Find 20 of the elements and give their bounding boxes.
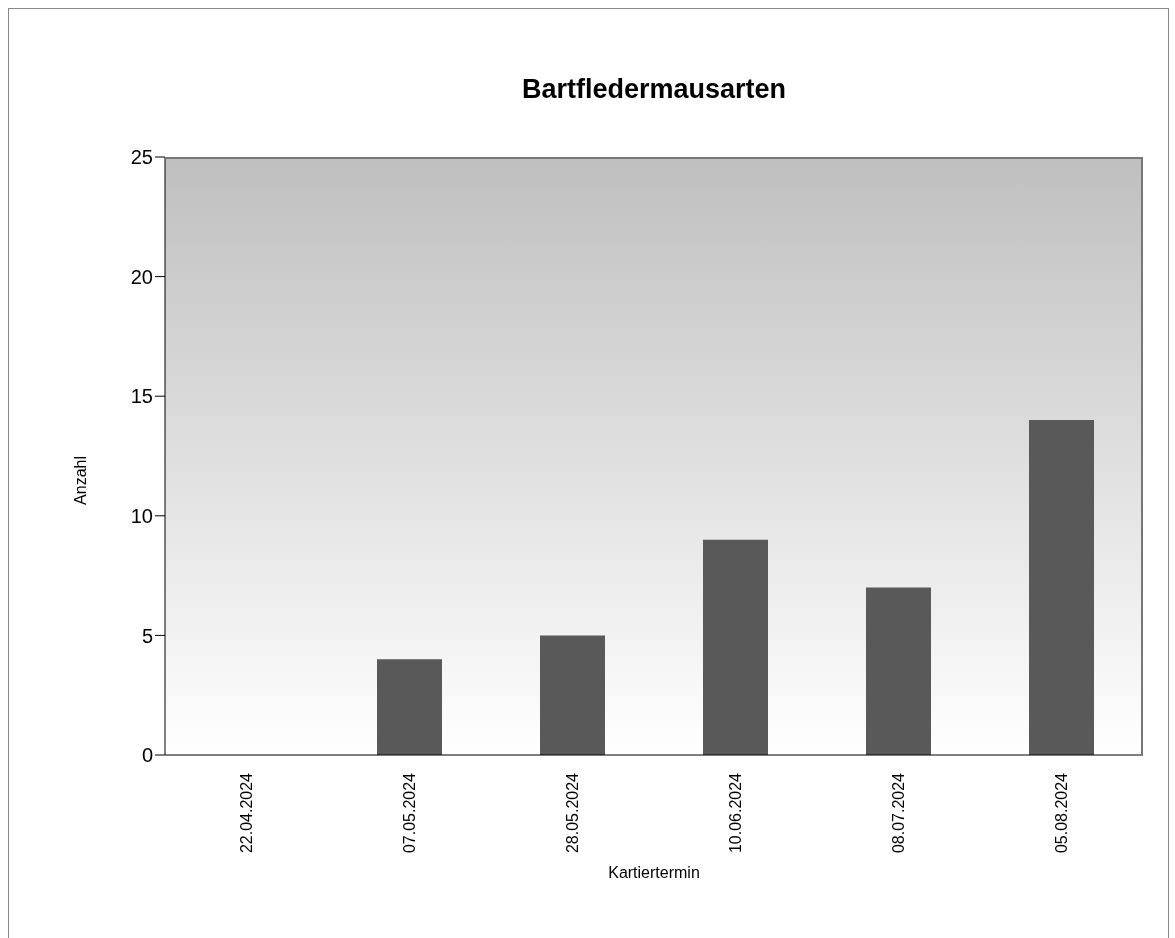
y-tick-label: 25 — [130, 146, 153, 169]
x-axis-title: Kartiertermin — [608, 864, 700, 881]
bar — [1029, 420, 1094, 755]
chart-title: Bartfledermausarten — [520, 74, 788, 105]
y-tick-label: 20 — [130, 265, 153, 288]
bar — [703, 539, 768, 755]
x-tick-label: 08.07.2024 — [890, 772, 907, 854]
x-tick-label: 10.06.2024 — [727, 772, 744, 854]
y-tick-label: 0 — [141, 744, 153, 767]
bar — [866, 587, 931, 755]
x-tick-label: 05.08.2024 — [1053, 772, 1070, 854]
y-axis-title: Anzahl — [71, 456, 89, 505]
bar — [377, 659, 442, 755]
y-tick-label: 15 — [130, 385, 153, 408]
x-tick-label: 22.04.2024 — [238, 772, 255, 854]
x-tick-label: 28.05.2024 — [564, 772, 581, 854]
bar — [540, 635, 605, 755]
x-tick-label: 07.05.2024 — [401, 772, 418, 854]
y-tick-label: 5 — [141, 624, 153, 647]
y-tick-label: 10 — [130, 504, 153, 527]
